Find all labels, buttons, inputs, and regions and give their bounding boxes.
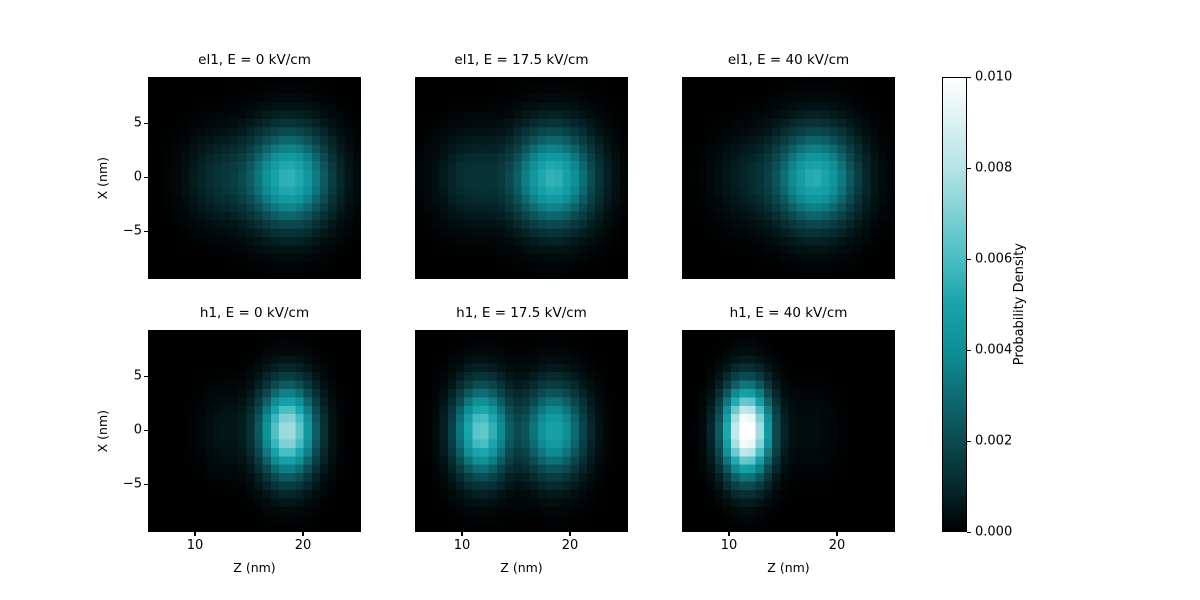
panel-el1-e40: el1, E = 40 kV/cm bbox=[682, 52, 895, 279]
x-tick-label: 10 bbox=[720, 538, 738, 553]
heatmap-el1-e40 bbox=[682, 77, 895, 279]
panel-h1-e17-5: h1, E = 17.5 kV/cm bbox=[415, 305, 628, 532]
colorbar bbox=[942, 77, 967, 532]
y-tick-label: 5 bbox=[133, 115, 142, 131]
y-tick-mark bbox=[144, 230, 148, 232]
heatmap-h1-e0 bbox=[148, 330, 361, 532]
heatmap-h1-e40 bbox=[682, 330, 895, 532]
colorbar-tick-mark bbox=[967, 531, 971, 533]
colorbar-tick-label: 0.004 bbox=[975, 342, 1013, 358]
y-tick-label: 5 bbox=[133, 368, 142, 384]
heatmap-h1-e17-5 bbox=[415, 330, 628, 532]
colorbar-label-text: Probability Density bbox=[1011, 243, 1027, 366]
panel-title-h1-e17-5: h1, E = 17.5 kV/cm bbox=[456, 305, 587, 321]
y-tick-mark bbox=[144, 483, 148, 485]
heatmap-el1-e0 bbox=[148, 77, 361, 279]
colorbar-tick-label: 0.008 bbox=[975, 160, 1013, 176]
y-tick-mark bbox=[144, 176, 148, 178]
colorbar-tick-label: 0.006 bbox=[975, 251, 1013, 267]
x-tick-label: 10 bbox=[453, 538, 471, 553]
x-axis-label-col2: Z (nm) bbox=[500, 560, 543, 575]
colorbar-tick-mark bbox=[967, 258, 971, 260]
panel-el1-e17-5: el1, E = 17.5 kV/cm bbox=[415, 52, 628, 279]
colorbar-tick-label: 0.000 bbox=[975, 524, 1013, 540]
colorbar-tick-mark bbox=[967, 440, 971, 442]
y-tick-label: −5 bbox=[122, 223, 142, 239]
colorbar-tick-mark bbox=[967, 349, 971, 351]
panel-title-el1-e40: el1, E = 40 kV/cm bbox=[727, 52, 850, 68]
panel-title-h1-e0: h1, E = 0 kV/cm bbox=[199, 305, 310, 321]
colorbar-tick-label: 0.010 bbox=[975, 69, 1013, 85]
x-axis-label-col1: Z (nm) bbox=[233, 560, 276, 575]
panel-title-h1-e40: h1, E = 40 kV/cm bbox=[729, 305, 848, 321]
panel-h1-e40: h1, E = 40 kV/cm bbox=[682, 305, 895, 532]
colorbar-tick-mark bbox=[967, 76, 971, 78]
panel-h1-e0: h1, E = 0 kV/cm bbox=[148, 305, 361, 532]
y-tick-label: 0 bbox=[133, 422, 142, 438]
x-tick-mark bbox=[836, 532, 838, 536]
y-tick-label: −5 bbox=[122, 476, 142, 492]
panel-title-el1-e0: el1, E = 0 kV/cm bbox=[198, 52, 311, 68]
colorbar-tick-mark bbox=[967, 167, 971, 169]
x-tick-mark bbox=[194, 532, 196, 536]
y-tick-mark bbox=[144, 429, 148, 431]
x-tick-label: 20 bbox=[828, 538, 846, 553]
x-tick-mark bbox=[461, 532, 463, 536]
x-tick-label: 20 bbox=[294, 538, 312, 553]
y-tick-mark bbox=[144, 375, 148, 377]
heatmap-el1-e17-5 bbox=[415, 77, 628, 279]
y-tick-label: 0 bbox=[133, 169, 142, 185]
panel-title-el1-e17-5: el1, E = 17.5 kV/cm bbox=[454, 52, 589, 68]
colorbar-tick-label: 0.002 bbox=[975, 433, 1013, 449]
x-tick-label: 10 bbox=[186, 538, 204, 553]
panel-el1-e0: el1, E = 0 kV/cm bbox=[148, 52, 361, 279]
x-tick-mark bbox=[569, 532, 571, 536]
x-tick-mark bbox=[728, 532, 730, 536]
x-tick-label: 20 bbox=[561, 538, 579, 553]
x-tick-mark bbox=[302, 532, 304, 536]
x-axis-label-col3: Z (nm) bbox=[767, 560, 810, 575]
y-tick-mark bbox=[144, 122, 148, 124]
colorbar-axis-label: Probability Density bbox=[1008, 77, 1030, 532]
